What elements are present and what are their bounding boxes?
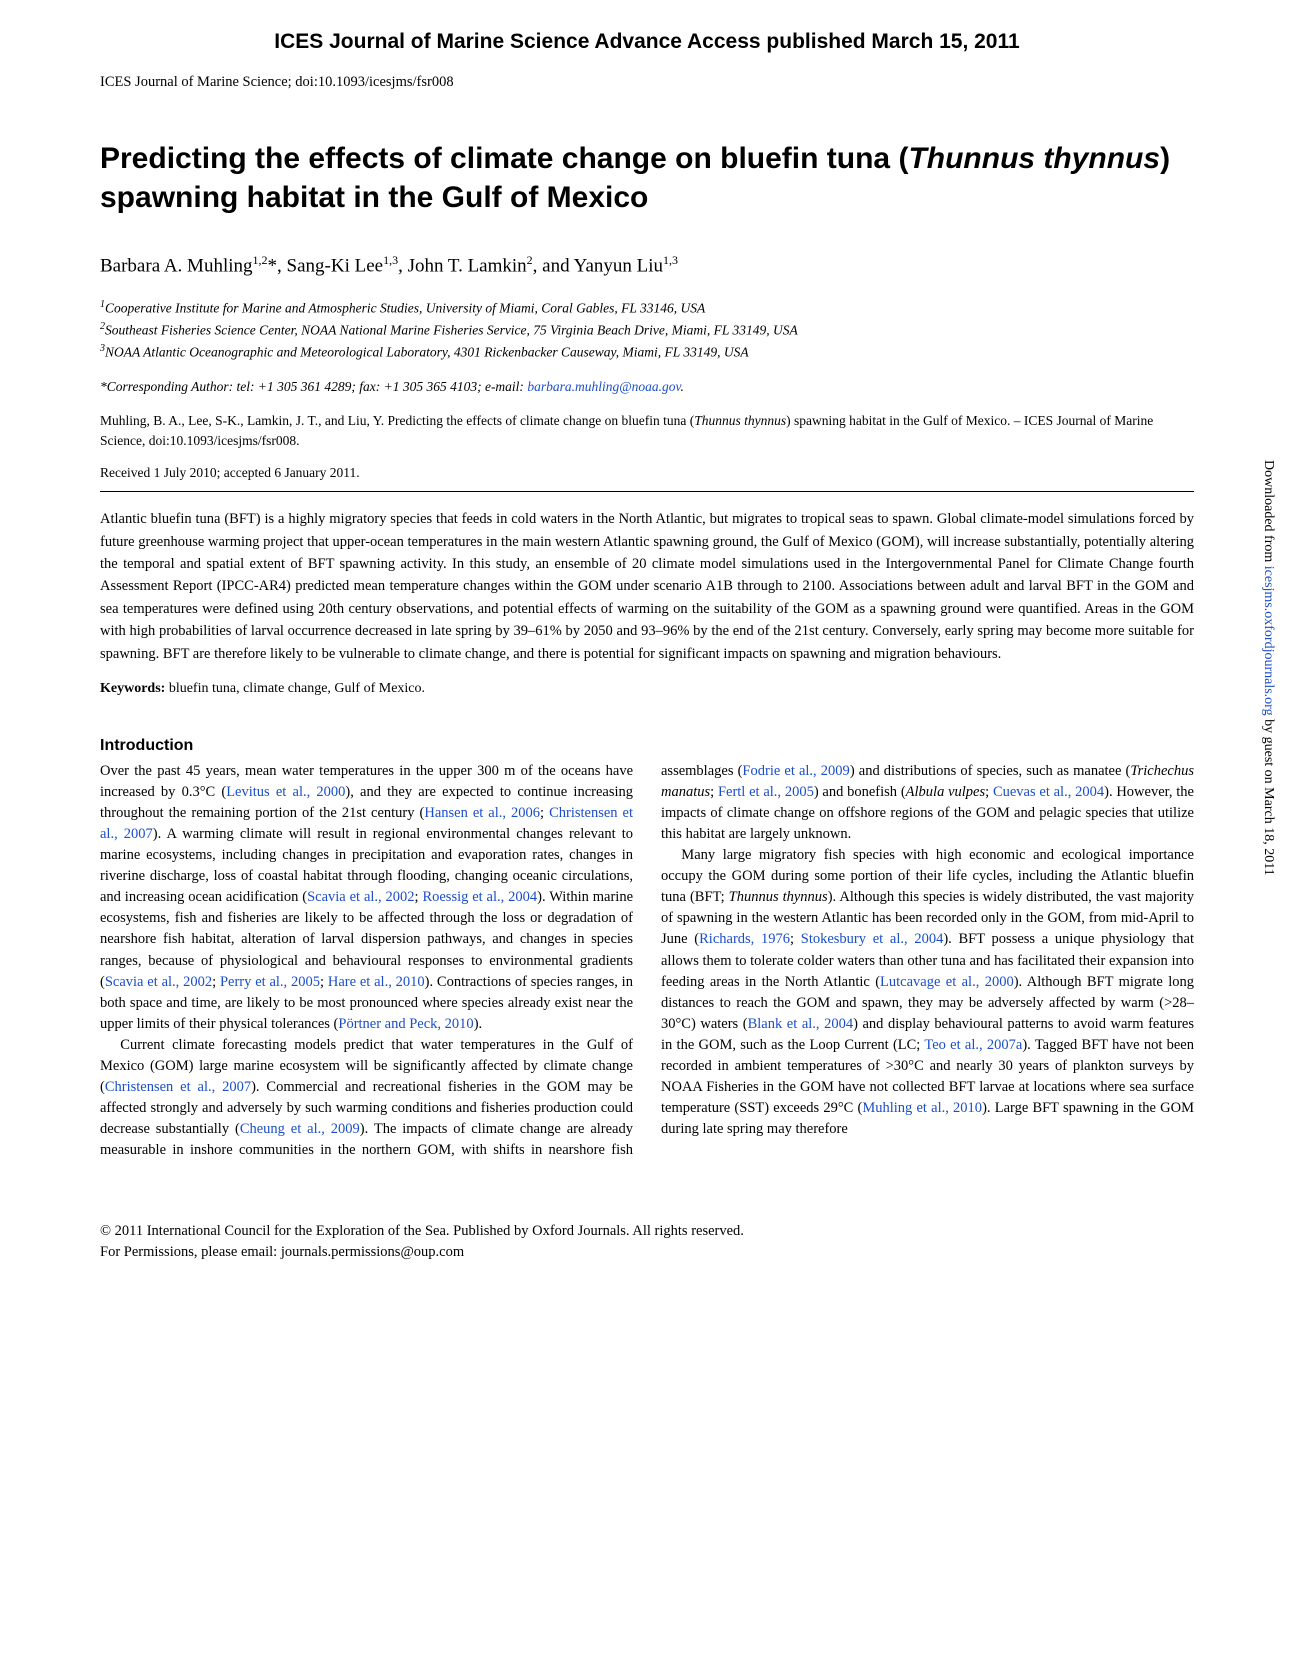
copyright-footer: © 2011 International Council for the Exp… xyxy=(100,1221,1194,1265)
affiliation-line: 2Southeast Fisheries Science Center, NOA… xyxy=(100,319,1194,341)
corresponding-email-link[interactable]: barbara.muhling@noaa.gov xyxy=(527,379,680,394)
species-name: Thunnus thynnus xyxy=(729,889,828,905)
body-paragraph: Many large migratory fish species with h… xyxy=(661,845,1194,1139)
citation-link[interactable]: Roessig et al., 2004 xyxy=(422,889,537,905)
corresponding-period: . xyxy=(680,379,683,394)
keywords-text: bluefin tuna, climate change, Gulf of Me… xyxy=(165,681,425,696)
citation-link[interactable]: Blank et al., 2004 xyxy=(748,1016,854,1032)
citation-link[interactable]: Richards, 1976 xyxy=(699,931,790,947)
citation-prefix: Muhling, B. A., Lee, S-K., Lamkin, J. T.… xyxy=(100,413,694,428)
citation-link[interactable]: Christensen et al., 2007 xyxy=(105,1079,251,1095)
body-paragraph: Over the past 45 years, mean water tempe… xyxy=(100,761,633,1034)
citation-link[interactable]: Perry et al., 2005 xyxy=(220,974,320,990)
citation-link[interactable]: Cheung et al., 2009 xyxy=(240,1121,360,1137)
citation-link[interactable]: Muhling et al., 2010 xyxy=(862,1100,982,1116)
title-part1: Predicting the effects of climate change… xyxy=(100,142,908,175)
article-dates: Received 1 July 2010; accepted 6 January… xyxy=(100,465,1194,481)
affiliation-line: 3NOAA Atlantic Oceanographic and Meteoro… xyxy=(100,341,1194,363)
citation-link[interactable]: Teo et al., 2007a xyxy=(924,1037,1022,1053)
sidenote-prefix: Downloaded from xyxy=(1261,460,1276,566)
corresponding-author: *Corresponding Author: tel: +1 305 361 4… xyxy=(100,379,1194,395)
author-list: Barbara A. Muhling1,2*, Sang-Ki Lee1,3, … xyxy=(100,253,1194,277)
title-species: Thunnus thynnus xyxy=(908,142,1160,175)
advance-access-banner: ICES Journal of Marine Science Advance A… xyxy=(100,30,1194,54)
citation-link[interactable]: Scavia et al., 2002 xyxy=(105,974,212,990)
citation-link[interactable]: Hare et al., 2010 xyxy=(328,974,425,990)
keywords-line: Keywords: bluefin tuna, climate change, … xyxy=(100,681,1194,697)
sidenote-link[interactable]: icesjms.oxfordjournals.org xyxy=(1261,566,1276,716)
affiliation-line: 1Cooperative Institute for Marine and At… xyxy=(100,297,1194,319)
divider-top xyxy=(100,491,1194,492)
citation-link[interactable]: Pörtner and Peck, 2010 xyxy=(338,1016,473,1032)
affiliations: 1Cooperative Institute for Marine and At… xyxy=(100,297,1194,362)
citation-link[interactable]: Fertl et al., 2005 xyxy=(718,784,814,800)
body-text: Over the past 45 years, mean water tempe… xyxy=(100,761,1194,1160)
introduction-heading: Introduction xyxy=(100,737,1194,755)
citation-link[interactable]: Levitus et al., 2000 xyxy=(226,784,345,800)
citation-link[interactable]: Lutcavage et al., 2000 xyxy=(880,974,1014,990)
abstract-text: Atlantic bluefin tuna (BFT) is a highly … xyxy=(100,508,1194,665)
citation-link[interactable]: Fodrie et al., 2009 xyxy=(742,763,849,779)
citation-species: Thunnus thynnus xyxy=(694,413,786,428)
download-sidenote: Downloaded from icesjms.oxfordjournals.o… xyxy=(1256,460,1276,1020)
species-name: Albula vulpes xyxy=(906,784,985,800)
citation-link[interactable]: Cuevas et al., 2004 xyxy=(993,784,1104,800)
journal-citation-line: ICES Journal of Marine Science; doi:10.1… xyxy=(100,74,1194,91)
suggested-citation: Muhling, B. A., Lee, S-K., Lamkin, J. T.… xyxy=(100,411,1194,452)
citation-link[interactable]: Stokesbury et al., 2004 xyxy=(801,931,944,947)
footer-line1: © 2011 International Council for the Exp… xyxy=(100,1221,1194,1243)
corresponding-prefix: *Corresponding Author: tel: +1 305 361 4… xyxy=(100,379,527,394)
citation-link[interactable]: Hansen et al., 2006 xyxy=(424,805,540,821)
sidenote-suffix: by guest on March 18, 2011 xyxy=(1261,716,1276,876)
keywords-label: Keywords: xyxy=(100,681,165,696)
footer-line2: For Permissions, please email: journals.… xyxy=(100,1242,1194,1264)
article-title: Predicting the effects of climate change… xyxy=(100,139,1194,217)
citation-link[interactable]: Scavia et al., 2002 xyxy=(307,889,414,905)
